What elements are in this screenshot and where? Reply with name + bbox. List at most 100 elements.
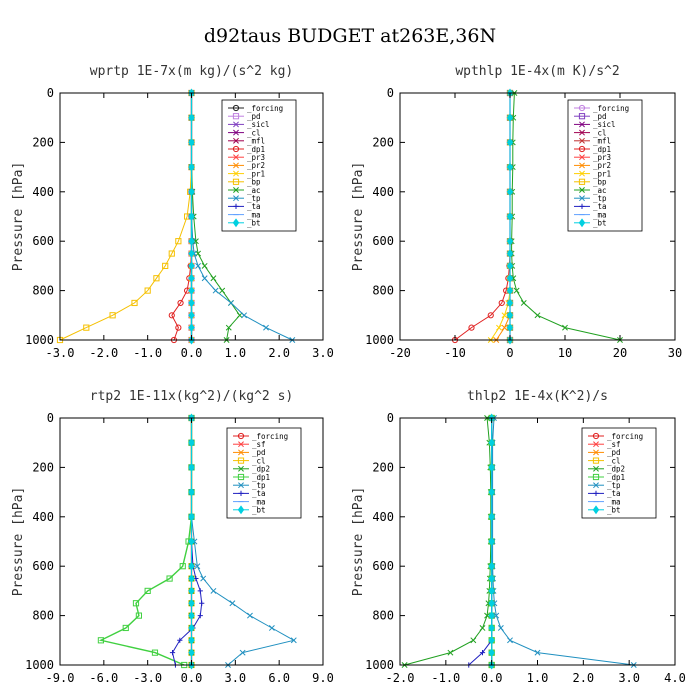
legend-entry: _dp1 <box>607 473 625 482</box>
legend-marker <box>578 104 586 112</box>
legend: _forcing_sf_pd_cl_dp2_dp1_tp_ta_ma_bt <box>581 427 657 519</box>
data-point-ac <box>562 324 568 331</box>
data-point-pr1 <box>496 324 502 331</box>
data-point-ac <box>520 299 527 306</box>
legend-marker <box>233 170 239 177</box>
legend-marker <box>233 121 239 128</box>
x-tick-label: 0 <box>506 346 513 360</box>
data-point-tp <box>493 612 500 619</box>
y-tick-label: 800 <box>32 284 54 298</box>
legend-entry: _pd <box>593 112 607 121</box>
data-point-tp <box>194 563 201 570</box>
data-point-bt <box>506 273 514 283</box>
legend-entry: _tp <box>247 194 261 203</box>
legend-marker <box>578 113 586 120</box>
data-point-dp1 <box>144 587 151 594</box>
legend-entry: _pd <box>247 112 261 121</box>
data-point-ac <box>219 287 226 294</box>
legend-marker <box>579 154 585 161</box>
legend-entry: _forcing <box>247 104 283 113</box>
legend-entry: _tp <box>593 194 607 203</box>
legend-marker <box>579 121 585 128</box>
legend-entry: _sf <box>607 440 621 449</box>
data-point-bt <box>488 487 495 497</box>
data-point-bt <box>506 261 514 271</box>
data-point-bt <box>488 598 495 608</box>
legend-entry: _forcing <box>607 432 643 441</box>
data-point-bt <box>506 236 514 246</box>
panel-1: wprtp 1E-7x(m kg)/(s^2 kg) Pressure [hPa]… <box>11 64 334 360</box>
legend-entry: _bp <box>593 178 607 187</box>
legend-entry: _bt <box>607 506 621 515</box>
legend-entry: _ta <box>607 489 621 498</box>
data-point-bp <box>109 312 116 319</box>
legend-entry: _ma <box>593 210 607 219</box>
y-tick-label: 200 <box>32 460 54 474</box>
data-point-dp1 <box>179 563 186 570</box>
legend-entry: _ta <box>247 202 261 211</box>
legend-marker <box>233 137 239 144</box>
data-point-bp <box>144 287 151 294</box>
legend-entry: _pr1 <box>593 169 611 178</box>
legend-marker <box>233 195 239 202</box>
data-point-ac <box>513 287 520 294</box>
panel-title: wprtp 1E-7x(m kg)/(s^2 kg) <box>90 64 294 79</box>
data-point-bt <box>188 598 195 608</box>
figure-title: d92taus BUDGET at263E,36N <box>204 25 496 47</box>
legend-entry: _pd <box>607 448 621 457</box>
data-point-bt <box>188 438 195 448</box>
data-point-bt <box>488 635 495 645</box>
x-tick-label: 9.0 <box>312 671 334 685</box>
legend-marker <box>233 187 239 193</box>
data-point-bp <box>153 275 160 282</box>
legend-marker <box>232 218 240 228</box>
panel-title: thlp2 1E-4x(K^2)/s <box>467 389 608 404</box>
legend-entry: _cl <box>593 128 607 137</box>
legend-entry: _ma <box>247 210 261 219</box>
data-point-tp <box>239 649 246 656</box>
legend-entry: _bp <box>247 178 261 187</box>
data-point-bt <box>488 586 495 596</box>
y-tick-label: 800 <box>32 609 54 623</box>
series-group <box>451 88 623 345</box>
y-axis-label: Pressure [hPa] <box>351 162 366 272</box>
legend-marker <box>238 490 244 496</box>
y-tick-label: 400 <box>372 510 394 524</box>
data-point-bt <box>188 462 195 472</box>
data-point-dp1 <box>468 324 475 331</box>
legend-entry: _ma <box>607 497 621 506</box>
data-point-bt <box>506 310 514 320</box>
legend-entry: _mfl <box>247 137 265 146</box>
y-tick-label: 0 <box>47 411 54 425</box>
x-tick-label: 3.0 <box>618 671 640 685</box>
data-point-dp1 <box>168 312 175 319</box>
data-point-tp <box>212 287 219 294</box>
data-point-bp <box>168 250 175 257</box>
data-point-bt <box>188 273 195 283</box>
data-point-bt <box>506 298 514 308</box>
data-point-tp <box>200 575 207 582</box>
data-point-pr1 <box>501 312 508 319</box>
legend-marker <box>237 473 245 481</box>
y-tick-label: 400 <box>32 185 54 199</box>
legend-marker <box>592 473 600 481</box>
data-point-bt <box>188 113 195 123</box>
legend-marker <box>238 482 244 489</box>
x-tick-label: 2.0 <box>572 671 594 685</box>
legend-entry: _dp1 <box>247 145 265 154</box>
legend-entry: _tp <box>607 481 621 490</box>
data-point-bt <box>188 323 195 333</box>
x-tick-label: 3.0 <box>224 671 246 685</box>
data-point-bt <box>188 261 195 271</box>
data-point-tp <box>268 624 275 631</box>
x-tick-label: -6.0 <box>89 671 118 685</box>
data-point-dp2 <box>479 624 486 631</box>
y-tick-label: 600 <box>372 559 394 573</box>
data-point-bt <box>488 611 495 621</box>
legend-marker <box>578 145 586 153</box>
data-point-bt <box>188 586 195 596</box>
legend-marker <box>233 162 239 169</box>
data-point-dp1 <box>97 637 105 644</box>
legend-entry: _dp1 <box>593 145 611 154</box>
